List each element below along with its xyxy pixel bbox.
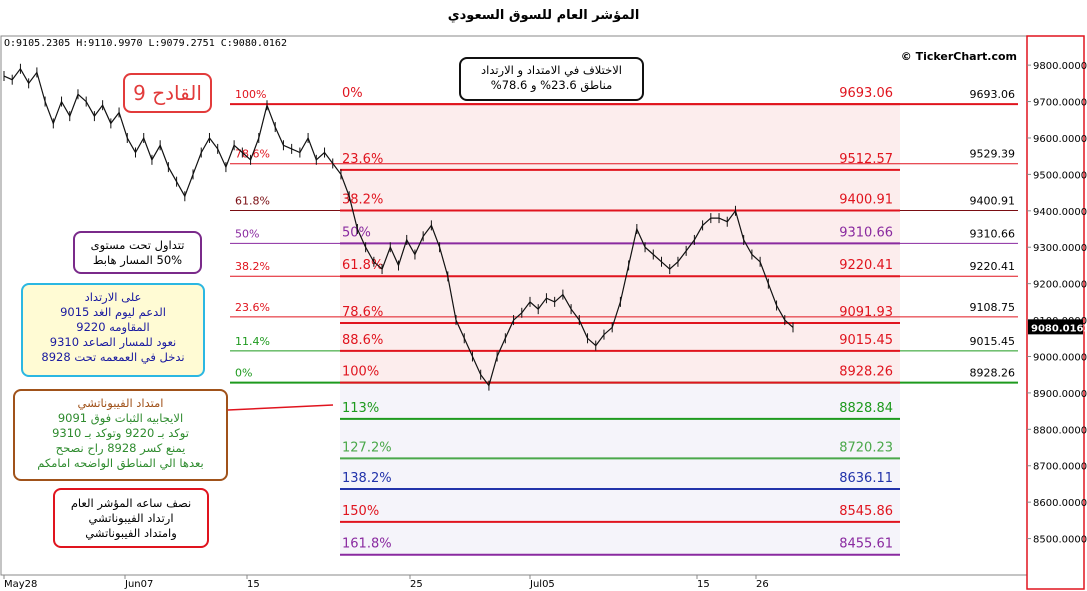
retracement-value-label: 9529.39 (970, 148, 1016, 161)
y-tick-label: 9300.0000 (1033, 243, 1087, 254)
retracement-value-label: 9015.45 (970, 335, 1016, 348)
annotation-note-box: نصف ساعه المؤشر العام ارتداد الفيبوناتشي… (53, 488, 209, 548)
annotation-line: 50% المسار هابط (92, 253, 183, 267)
annotation-hammer-box: القادح 9 (123, 73, 212, 113)
y-tick-label: 8500.0000 (1033, 535, 1087, 546)
x-tick-label: Jun07 (124, 579, 153, 590)
extension-value-label: 8828.84 (839, 401, 893, 416)
y-tick-label: 9500.0000 (1033, 170, 1087, 181)
y-tick-label: 9800.0000 (1033, 61, 1087, 72)
extension-pct-label: 100% (342, 365, 379, 380)
brand-watermark: © TickerChart.com (900, 50, 1017, 63)
annotation-support-resistance-box: على الارتداد الدعم ليوم الغد 9015 المقاو… (21, 283, 205, 377)
annotation-extension-box: امتداد الفيبوناتشي الايجابيه الثبات فوق … (13, 389, 228, 481)
annotation-line: على الارتداد (84, 290, 142, 304)
annotation-line: ارتداد الفيبوناتشي (88, 511, 174, 525)
extension-pct-label: 161.8% (342, 537, 392, 552)
annotation-pointer (227, 404, 334, 411)
extension-value-label: 8545.86 (839, 504, 893, 519)
fib-extension-shade (340, 382, 900, 555)
annotation-line: مناطق 23.6% و 78.6% (490, 78, 613, 92)
x-tick-label: 15 (697, 579, 710, 590)
annotation-level50-box: تتداول تحت مستوى 50% المسار هابط (73, 231, 202, 274)
extension-pct-label: 88.6% (342, 333, 383, 348)
extension-value-label: 9512.57 (839, 152, 893, 167)
extension-value-label: 9015.45 (839, 333, 893, 348)
annotation-line: الايجابيه الثبات فوق 9091 (57, 411, 184, 425)
extension-value-label: 9310.66 (839, 225, 893, 240)
extension-pct-label: 50% (342, 225, 371, 240)
extension-value-label: 9220.41 (839, 258, 893, 273)
y-tick-label: 8900.0000 (1033, 389, 1087, 400)
extension-value-label: 9400.91 (839, 192, 893, 207)
y-tick-label: 9600.0000 (1033, 134, 1087, 145)
extension-value-label: 8928.26 (839, 365, 893, 380)
y-tick-label: 9200.0000 (1033, 280, 1087, 291)
annotation-line: وامتداد الفيبوناتشي (85, 526, 177, 540)
retracement-value-label: 9310.66 (970, 227, 1016, 240)
extension-pct-label: 23.6% (342, 152, 383, 167)
x-tick-label: 26 (756, 579, 769, 590)
annotation-line: توكد بـ 9220 وتوكد بـ 9310 (52, 426, 189, 440)
last-price-badge (1028, 319, 1083, 335)
retracement-pct-label: 100% (235, 88, 266, 101)
annotation-title-box: الاختلاف في الامتداد و الارتداد مناطق 23… (459, 57, 644, 101)
annotation-line: نعود للمسار الصاعد 9310 (49, 335, 177, 349)
annotation-line: الدعم ليوم الغد 9015 (60, 305, 166, 319)
x-tick-label: May28 (4, 579, 37, 590)
x-tick-label: 25 (410, 579, 423, 590)
retracement-pct-label: 38.2% (235, 260, 270, 273)
annotation-line: يمنع كسر 8928 راح نصحح (55, 441, 186, 455)
retracement-pct-label: 23.6% (235, 301, 270, 314)
retracement-value-label: 9108.75 (970, 301, 1016, 314)
extension-pct-label: 127.2% (342, 440, 392, 455)
y-tick-label: 9000.0000 (1033, 352, 1087, 363)
extension-pct-label: 138.2% (342, 471, 392, 486)
extension-pct-label: 78.6% (342, 305, 383, 320)
page-title: المؤشر العام للسوق السعودي (447, 8, 640, 23)
extension-pct-label: 61.8% (342, 258, 383, 273)
retracement-pct-label: 11.4% (235, 335, 270, 348)
y-tick-label: 9700.0000 (1033, 98, 1087, 109)
extension-pct-label: 38.2% (342, 192, 383, 207)
y-tick-label: 8700.0000 (1033, 462, 1087, 473)
retracement-pct-label: 50% (235, 227, 259, 240)
retracement-value-label: 9400.91 (970, 194, 1016, 207)
y-tick-label: 8600.0000 (1033, 498, 1087, 509)
extension-pct-label: 0% (342, 86, 363, 101)
retracement-pct-label: 61.8% (235, 194, 270, 207)
x-tick-label: Jul05 (529, 579, 555, 590)
annotation-line: تتداول تحت مستوى (90, 238, 185, 252)
retracement-pct-label: 0% (235, 367, 252, 380)
extension-pct-label: 150% (342, 504, 379, 519)
annotation-line: ندخل في العمعمه تحت 8928 (41, 350, 185, 364)
retracement-value-label: 9220.41 (970, 260, 1016, 273)
retracement-value-label: 8928.26 (970, 367, 1016, 380)
extension-pct-label: 113% (342, 401, 379, 416)
extension-value-label: 8636.11 (839, 471, 893, 486)
extension-value-label: 8720.23 (839, 440, 893, 455)
last-price-label: 9080.0162 (1031, 323, 1087, 334)
price-axis-frame (1026, 35, 1085, 590)
y-tick-label: 9400.0000 (1033, 207, 1087, 218)
annotation-line: بعدها الي المناطق الواضحه امامكم (37, 456, 204, 470)
annotation-line: الاختلاف في الامتداد و الارتداد (481, 63, 622, 77)
x-tick-label: 15 (247, 579, 260, 590)
annotation-line: المقاومه 9220 (76, 320, 150, 334)
annotation-line: امتداد الفيبوناتشي (77, 396, 164, 410)
extension-value-label: 9693.06 (839, 86, 893, 101)
extension-value-label: 8455.61 (839, 537, 893, 552)
extension-value-label: 9091.93 (839, 305, 893, 320)
ohlc-readout: O:9105.2305 H:9110.9970 L:9079.2751 C:90… (4, 38, 287, 49)
annotation-line: نصف ساعه المؤشر العام (70, 496, 192, 510)
retracement-value-label: 9693.06 (970, 88, 1016, 101)
y-tick-label: 8800.0000 (1033, 425, 1087, 436)
